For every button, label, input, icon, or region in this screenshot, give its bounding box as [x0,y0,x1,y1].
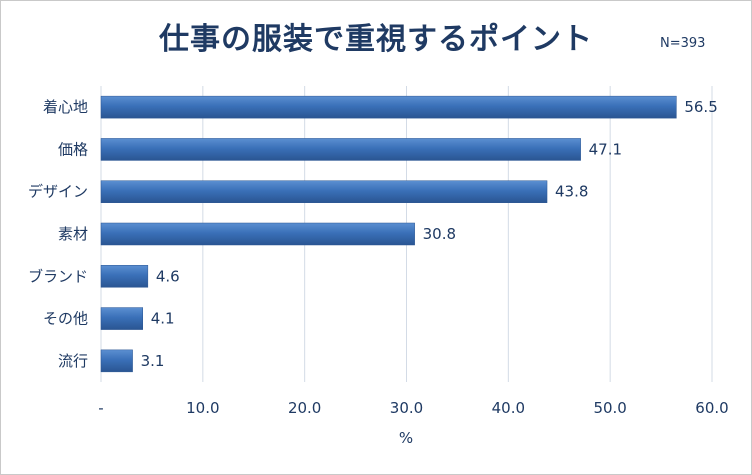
category-label: 着心地 [43,98,88,116]
x-tick-label: 20.0 [288,399,321,417]
category-label: 流行 [58,352,88,370]
data-label: 4.1 [151,310,175,328]
x-tick-label: 50.0 [593,399,626,417]
x-tick-label: - [98,399,103,417]
bar [100,222,415,246]
data-label: 30.8 [423,225,456,243]
bar [100,307,144,330]
x-tick-label: 10.0 [186,399,219,417]
x-tick-label: 60.0 [695,399,728,417]
bar [100,180,548,203]
data-label: 3.1 [141,352,165,370]
bar [100,349,133,373]
data-label: 4.6 [156,267,180,285]
category-label: 価格 [58,140,88,158]
data-label: 43.8 [555,183,588,201]
category-label: ブランド [28,267,88,285]
category-label: 素材 [58,225,88,243]
category-label: デザイン [28,183,88,201]
data-label: 47.1 [589,140,622,158]
bar [100,95,677,119]
bar [100,265,149,288]
data-label: 56.5 [684,98,717,116]
x-tick-label: 30.0 [390,399,423,417]
chart-title: 仕事の服装で重視するポイント [159,22,593,57]
x-tick-label: 40.0 [492,399,525,417]
bar [100,138,581,161]
sample-size-label: N=393 [660,36,706,51]
x-axis-title: % [399,429,413,447]
category-label: その他 [43,310,88,328]
